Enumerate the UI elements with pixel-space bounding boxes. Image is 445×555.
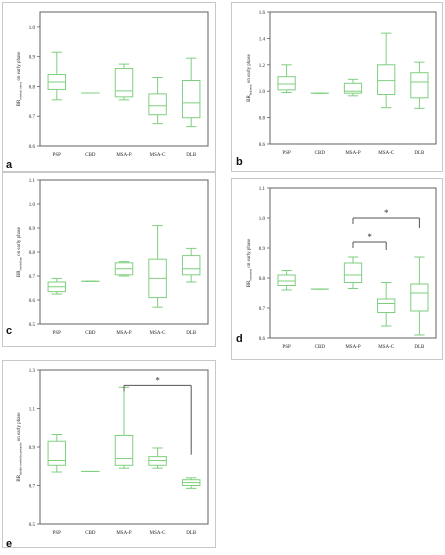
y-axis-label-sub: middle cerebellar peduncle (19, 442, 23, 475)
y-axis-label: BRthalamus on early phase (247, 53, 253, 101)
x-tick-label: MSA-C (150, 153, 167, 158)
panel-label: c (6, 325, 12, 337)
y-tick-label: 0.7 (29, 275, 36, 280)
chart-panel-c: 0.5 0.6 0.7 0.8 0.9 1.0 1.1 BRcerebellum on ear… (3, 173, 216, 347)
y-tick-label: 0.8 (29, 251, 36, 256)
y-tick-label: 0.9 (29, 56, 36, 61)
x-tick-label: DLB (414, 151, 425, 156)
x-tick-label: PSP (53, 331, 62, 336)
x-tick-label: MSA-P (116, 531, 132, 536)
y-tick-label: 0.6 (29, 145, 36, 150)
x-tick-label: MSA-C (150, 531, 167, 536)
y-tick-label: 1.1 (29, 408, 36, 413)
x-tick-label: PSP (282, 345, 291, 350)
significance-star: * (155, 375, 160, 385)
y-axis-label: BRcerebral cortex on early phase (17, 51, 23, 106)
y-tick-label: 0.6 (259, 143, 266, 148)
y-tick-label: 1.1 (29, 179, 36, 184)
panel-label: e (6, 538, 12, 550)
chart-panel-a: 0.6 0.7 0.8 0.9 1.0 BRcerebral cortex on earl… (3, 3, 216, 172)
x-tick-label: PSP (53, 153, 62, 158)
panel-label: b (236, 156, 243, 168)
y-axis-label-sub: brainstem (249, 268, 253, 280)
y-axis-label-sub: cerebellum (19, 256, 23, 270)
x-tick-label: MSA-P (116, 153, 132, 158)
x-tick-label: CBD (315, 151, 326, 156)
y-axis-label-sub: cerebral cortex (19, 81, 23, 99)
x-tick-label: CBD (315, 345, 326, 350)
y-tick-label: 1.0 (29, 203, 36, 208)
x-tick-label: MSA-P (345, 345, 361, 350)
y-tick-label: 0.7 (29, 115, 36, 120)
y-tick-label: 1.0 (29, 26, 36, 31)
y-tick-label: 0.9 (29, 446, 36, 451)
y-tick-label: 0.8 (29, 85, 36, 90)
y-tick-label: 0.9 (29, 227, 36, 232)
y-tick-label: 1.4 (259, 37, 266, 42)
y-axis-label: BRcerebellum on early phase (17, 226, 23, 277)
y-tick-label: 0.6 (29, 299, 36, 304)
y-axis-label-rest: on early phase (247, 238, 252, 269)
y-tick-label: 0.5 (29, 523, 36, 528)
chart-panel-b: 0.6 0.8 1.0 1.2 1.4 1.6 BRthalamus on early ph… (232, 3, 443, 172)
significance-star: * (384, 208, 389, 218)
chart-panel-e: 0.5 0.7 0.9 1.1 1.3 BRmiddle cerebellar pedun… (3, 361, 216, 551)
y-axis-label-rest: on early phase (247, 53, 252, 84)
y-tick-label: 1.1 (259, 187, 266, 192)
x-tick-label: DLB (186, 153, 197, 158)
y-axis-label-rest: on early phase (17, 412, 22, 443)
x-tick-label: MSA-C (378, 345, 395, 350)
x-tick-label: CBD (85, 531, 96, 536)
y-tick-label: 0.8 (259, 117, 266, 122)
plot-area (40, 180, 208, 324)
y-tick-label: 0.5 (29, 323, 36, 328)
x-tick-label: MSA-P (116, 331, 132, 336)
panel-label: d (236, 333, 243, 345)
significance-star: * (367, 232, 372, 242)
x-tick-label: DLB (186, 331, 197, 336)
x-tick-label: CBD (85, 331, 96, 336)
y-axis-label-rest: on early phase (17, 226, 22, 257)
y-tick-label: 0.6 (259, 337, 266, 342)
y-tick-label: 0.9 (259, 247, 266, 252)
x-tick-label: PSP (53, 531, 62, 536)
x-tick-label: PSP (282, 151, 291, 156)
x-tick-label: DLB (186, 531, 197, 536)
y-tick-label: 1.0 (259, 90, 266, 95)
y-tick-label: 1.6 (259, 11, 266, 16)
y-tick-label: 0.7 (29, 485, 36, 490)
x-tick-label: MSA-P (345, 151, 361, 156)
y-tick-label: 0.8 (259, 277, 266, 282)
x-tick-label: MSA-C (378, 151, 395, 156)
y-axis-label: BRbrainstem on early phase (247, 238, 253, 287)
chart-panel-d: 0.6 0.7 0.8 0.9 1.0 1.1 BRbrainstem on early p… (232, 179, 443, 360)
panel-label: a (6, 159, 13, 171)
y-tick-label: 0.7 (259, 307, 266, 312)
y-tick-label: 1.3 (29, 369, 36, 374)
x-tick-label: MSA-C (150, 331, 167, 336)
y-axis-label-rest: on early phase (17, 51, 22, 82)
y-tick-label: 1.2 (259, 64, 266, 69)
y-tick-label: 1.0 (259, 217, 266, 222)
y-axis-label: BRmiddle cerebellar peduncle on early ph… (17, 412, 23, 482)
x-tick-label: DLB (414, 345, 425, 350)
x-tick-label: CBD (85, 153, 96, 158)
